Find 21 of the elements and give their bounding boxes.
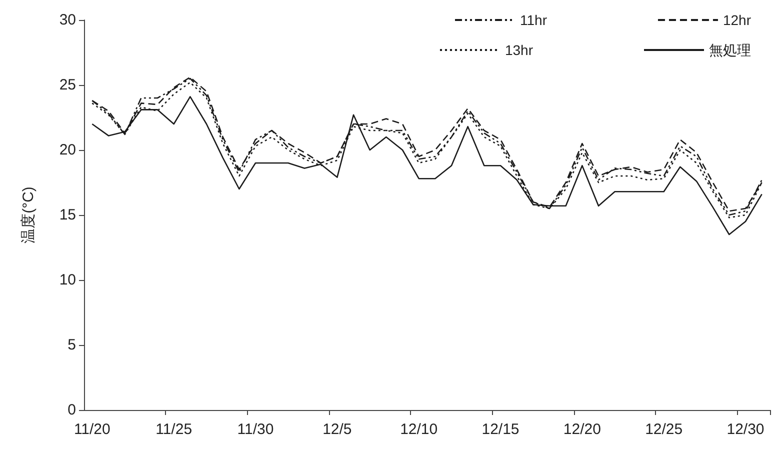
y-tick-label: 15 [59, 206, 76, 224]
legend-label: 無処理 [709, 42, 751, 58]
legend-label: 11hr [520, 12, 548, 28]
x-tick-label: 12/10 [400, 421, 438, 438]
x-tick-label: 12/25 [645, 421, 683, 438]
x-tick-label: 12/30 [726, 421, 764, 438]
x-tick-label: 12/5 [322, 421, 352, 438]
x-tick-label: 12/15 [482, 421, 520, 438]
legend-label: 13hr [504, 42, 534, 58]
legend-label: 12hr [722, 12, 752, 28]
y-axis-title: 温度(°C) [20, 186, 37, 244]
x-tick-label: 11/30 [237, 421, 274, 438]
y-tick-label: 5 [68, 336, 76, 354]
y-tick-label: 25 [59, 76, 76, 94]
x-tick-label: 11/20 [74, 421, 110, 438]
x-tick-label: 11/25 [156, 421, 192, 438]
y-tick-label: 0 [68, 402, 76, 418]
y-tick-label: 30 [59, 12, 76, 28]
y-tick-label: 20 [59, 142, 76, 158]
y-tick-label: 10 [59, 272, 76, 288]
x-tick-label: 12/20 [563, 421, 601, 438]
